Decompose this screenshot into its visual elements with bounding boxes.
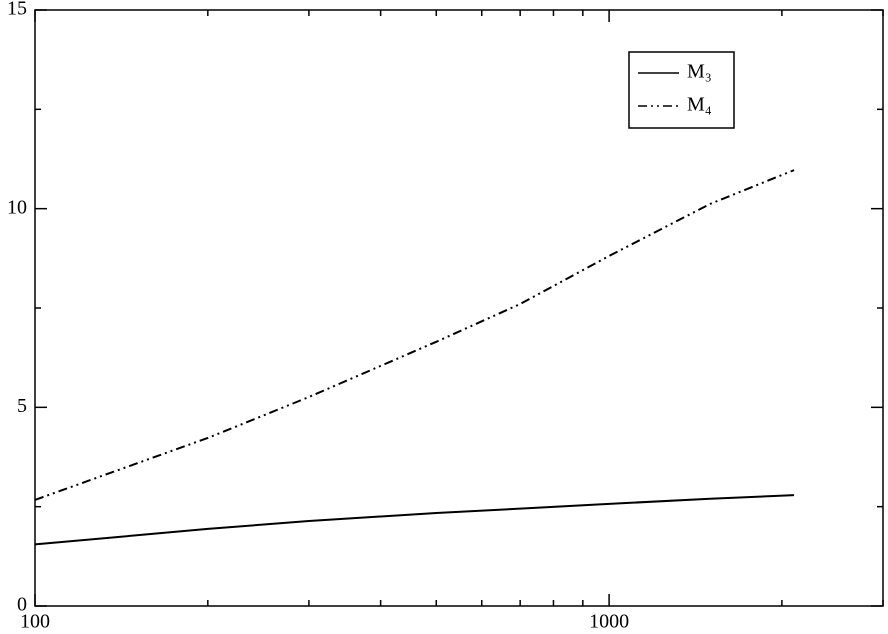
plot-frame — [34, 9, 884, 607]
x-tick-label: 100 — [20, 611, 50, 633]
series-line — [34, 169, 795, 501]
legend-label: M₄ — [687, 94, 712, 116]
y-tick-label: 0 — [17, 594, 27, 616]
y-tick-label: 5 — [17, 395, 27, 417]
y-tick-label: 10 — [7, 196, 27, 218]
legend-box — [628, 51, 735, 129]
y-tick-label: 15 — [7, 0, 27, 20]
x-tick-label: 1000 — [589, 611, 629, 633]
legend-label: M₃ — [687, 61, 712, 83]
series-line — [34, 494, 795, 546]
